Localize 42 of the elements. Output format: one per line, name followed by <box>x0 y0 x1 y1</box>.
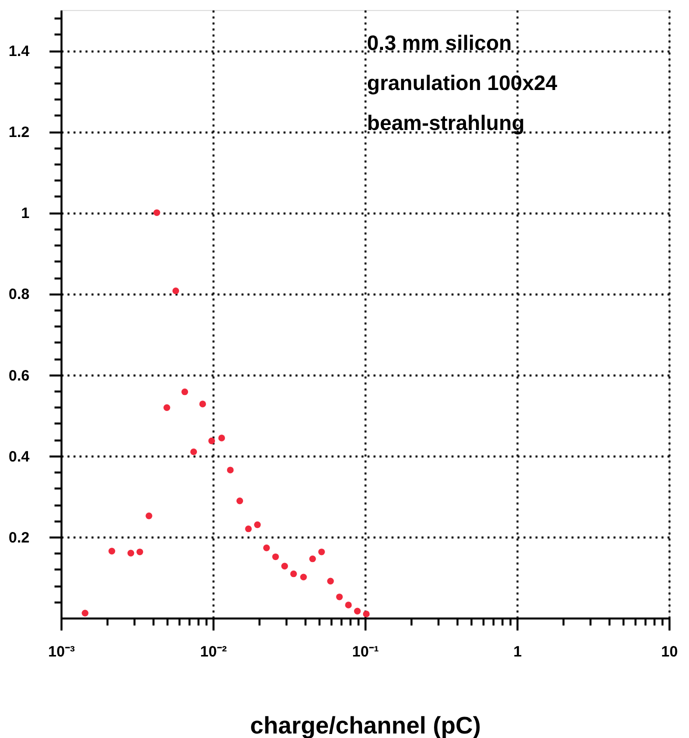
y-tick-label: 0.6 <box>8 367 30 384</box>
point <box>181 388 188 396</box>
point <box>163 404 170 411</box>
point <box>254 521 261 528</box>
point <box>318 548 325 556</box>
y-tick-label: 0.8 <box>8 286 30 304</box>
point <box>226 466 234 474</box>
x-tick-label: 10 <box>661 644 678 660</box>
x-tick-label: 10⁻¹ <box>352 644 379 660</box>
point <box>345 602 352 608</box>
point <box>290 570 297 578</box>
point <box>208 438 216 444</box>
point <box>190 448 198 456</box>
point <box>127 550 134 556</box>
point <box>336 594 343 600</box>
y-tick-label: 0.2 <box>8 529 30 546</box>
point <box>300 574 307 580</box>
point <box>153 209 160 216</box>
annotation: 0.3 mm silicon <box>367 32 512 55</box>
point <box>281 562 288 570</box>
point <box>309 555 316 562</box>
point <box>218 434 226 442</box>
x-tick-label: 1 <box>513 644 522 660</box>
x-tick-label: 10⁻² <box>200 644 227 660</box>
annotation: beam-strahlung <box>367 112 525 135</box>
point <box>236 498 244 504</box>
x-tick-label: 10⁻³ <box>48 644 75 660</box>
point <box>327 578 334 584</box>
y-tick-label: 1.2 <box>8 124 30 142</box>
point <box>354 608 361 614</box>
point <box>245 525 252 532</box>
point <box>199 400 206 408</box>
y-tick-label: 1.4 <box>8 43 30 60</box>
y-tick-label: 0.4 <box>8 448 30 466</box>
point <box>272 553 279 560</box>
y-tick-label: 1 <box>21 205 30 222</box>
point <box>136 548 144 556</box>
annotation: granulation 100x24 <box>367 72 558 95</box>
point <box>362 610 370 618</box>
point <box>172 288 180 294</box>
point <box>263 544 270 552</box>
point <box>146 512 152 520</box>
